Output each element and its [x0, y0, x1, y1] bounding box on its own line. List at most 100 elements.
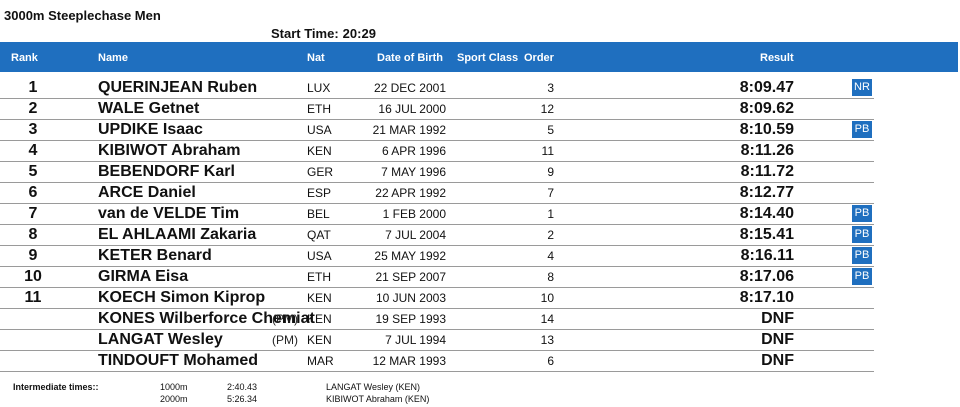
result-cell: 8:14.40	[739, 205, 794, 222]
row-divider	[0, 98, 874, 99]
order-cell: 4	[547, 249, 554, 263]
result-cell: 8:17.06	[739, 268, 794, 285]
table-row: 2 WALE Getnet ETH 16 JUL 2000 12 8:09.62	[0, 99, 960, 120]
order-cell: 14	[540, 312, 554, 326]
rank-cell: 7	[28, 205, 38, 222]
order-cell: 8	[547, 270, 554, 284]
name-cell: LANGAT Wesley	[98, 331, 223, 348]
table-row: LANGAT Wesley (PM) KEN 7 JUL 1994 13 DNF	[0, 330, 960, 351]
name-cell: KIBIWOT Abraham	[98, 142, 241, 159]
name-cell: EL AHLAAMI Zakaria	[98, 226, 257, 243]
column-header-order: Order	[524, 52, 554, 64]
dob-cell: 21 MAR 1992	[372, 123, 446, 137]
name-cell: KETER Benard	[98, 247, 212, 264]
dob-cell: 7 JUL 2004	[385, 228, 446, 242]
column-header-dob: Date of Birth	[377, 52, 443, 64]
order-cell: 10	[540, 291, 554, 305]
split-athlete: LANGAT Wesley (KEN)	[326, 382, 421, 392]
order-cell: 1	[547, 207, 554, 221]
split-time: 5:26.34	[227, 394, 258, 404]
row-divider	[0, 245, 874, 246]
rank-cell: 3	[28, 121, 38, 138]
row-divider	[0, 224, 874, 225]
start-time: Start Time: 20:29	[271, 26, 376, 41]
name-cell: KOECH Simon Kiprop	[98, 289, 266, 306]
dob-cell: 7 MAY 1996	[381, 165, 446, 179]
nat-cell: ETH	[307, 102, 331, 116]
dob-cell: 22 APR 1992	[375, 186, 446, 200]
row-divider	[0, 266, 874, 267]
nat-cell: QAT	[307, 228, 331, 242]
split-distance: 1000m	[160, 382, 188, 392]
name-cell: ARCE Daniel	[98, 184, 196, 201]
row-divider	[0, 203, 874, 204]
record-badge: PB	[852, 268, 872, 285]
start-time-label: Start Time:	[271, 26, 339, 41]
result-cell: 8:15.41	[739, 226, 794, 243]
name-cell: GIRMA Eisa	[98, 268, 189, 285]
order-cell: 11	[541, 144, 554, 158]
table-row: 4 KIBIWOT Abraham KEN 6 APR 1996 11 8:11.26	[0, 141, 960, 162]
name-cell: UPDIKE Isaac	[98, 121, 203, 138]
table-row: 9 KETER Benard USA 25 MAY 1992 4 8:16.11 PB	[0, 246, 960, 267]
nat-cell: KEN	[307, 333, 332, 347]
result-cell: 8:10.59	[739, 121, 794, 138]
name-cell: van de VELDE Tim	[98, 205, 240, 222]
result-cell: 8:11.26	[740, 142, 794, 159]
table-row: KONES Wilberforce Chemiat (PM) KEN 19 SEP 1…	[0, 309, 960, 330]
dob-cell: 19 SEP 1993	[375, 312, 446, 326]
nat-cell: GER	[307, 165, 334, 179]
result-cell: 8:09.47	[739, 79, 794, 96]
nat-cell: ETH	[307, 270, 331, 284]
table-row: 1 QUERINJEAN Ruben LUX 22 DEC 2001 3 8:09.47 N…	[0, 78, 960, 99]
table-row: 3 UPDIKE Isaac USA 21 MAR 1992 5 8:10.59 PB	[0, 120, 960, 141]
pacemaker-note: (PM)	[272, 333, 298, 347]
record-badge: PB	[852, 226, 872, 243]
row-divider	[0, 119, 874, 120]
order-cell: 3	[547, 81, 554, 95]
nat-cell: USA	[307, 123, 332, 137]
name-cell: QUERINJEAN Ruben	[98, 79, 258, 96]
name-cell: TINDOUFT Mohamed	[98, 352, 258, 369]
row-divider	[0, 161, 874, 162]
table-row: 8 EL AHLAAMI Zakaria QAT 7 JUL 2004 2 8:15.41…	[0, 225, 960, 246]
result-cell: 8:11.72	[740, 163, 794, 180]
pacemaker-note: (PM)	[272, 312, 298, 326]
result-cell: DNF	[761, 352, 794, 369]
event-title: 3000m Steeplechase Men	[4, 8, 161, 23]
rank-cell: 1	[28, 79, 38, 96]
name-cell: BEBENDORF Karl	[98, 163, 235, 180]
nat-cell: KEN	[307, 291, 332, 305]
table-row: 11 KOECH Simon Kiprop KEN 10 JUN 2003 10 8:17…	[0, 288, 960, 309]
table-row: 6 ARCE Daniel ESP 22 APR 1992 7 8:12.77	[0, 183, 960, 204]
row-divider	[0, 329, 874, 330]
dob-cell: 1 FEB 2000	[382, 207, 446, 221]
result-cell: 8:12.77	[739, 184, 794, 201]
rank-cell: 4	[28, 142, 38, 159]
dob-cell: 25 MAY 1992	[374, 249, 446, 263]
rank-cell: 8	[28, 226, 38, 243]
split-time: 2:40.43	[227, 382, 258, 392]
dob-cell: 12 MAR 1993	[372, 354, 446, 368]
table-row: 5 BEBENDORF Karl GER 7 MAY 1996 9 8:11.72	[0, 162, 960, 183]
record-badge: NR	[852, 79, 872, 96]
rank-cell: 5	[28, 163, 38, 180]
rank-cell: 10	[24, 268, 42, 285]
order-cell: 2	[547, 228, 554, 242]
table-row: TINDOUFT Mohamed MAR 12 MAR 1993 6 DNF	[0, 351, 960, 372]
split-distance: 2000m	[160, 394, 188, 404]
result-cell: 8:09.62	[739, 100, 794, 117]
result-cell: 8:16.11	[740, 247, 794, 264]
dob-cell: 21 SEP 2007	[375, 270, 446, 284]
record-badge: PB	[852, 121, 872, 138]
split-athlete: KIBIWOT Abraham (KEN)	[326, 394, 430, 404]
rank-cell: 2	[28, 100, 38, 117]
intermediate-times-label: Intermediate times::	[13, 382, 99, 392]
record-badge: PB	[852, 247, 872, 264]
rank-cell: 6	[28, 184, 38, 201]
nat-cell: USA	[307, 249, 332, 263]
result-cell: DNF	[761, 310, 794, 327]
column-header-rank: Rank	[11, 52, 38, 64]
dob-cell: 22 DEC 2001	[373, 81, 446, 95]
start-time-value: 20:29	[342, 26, 376, 41]
